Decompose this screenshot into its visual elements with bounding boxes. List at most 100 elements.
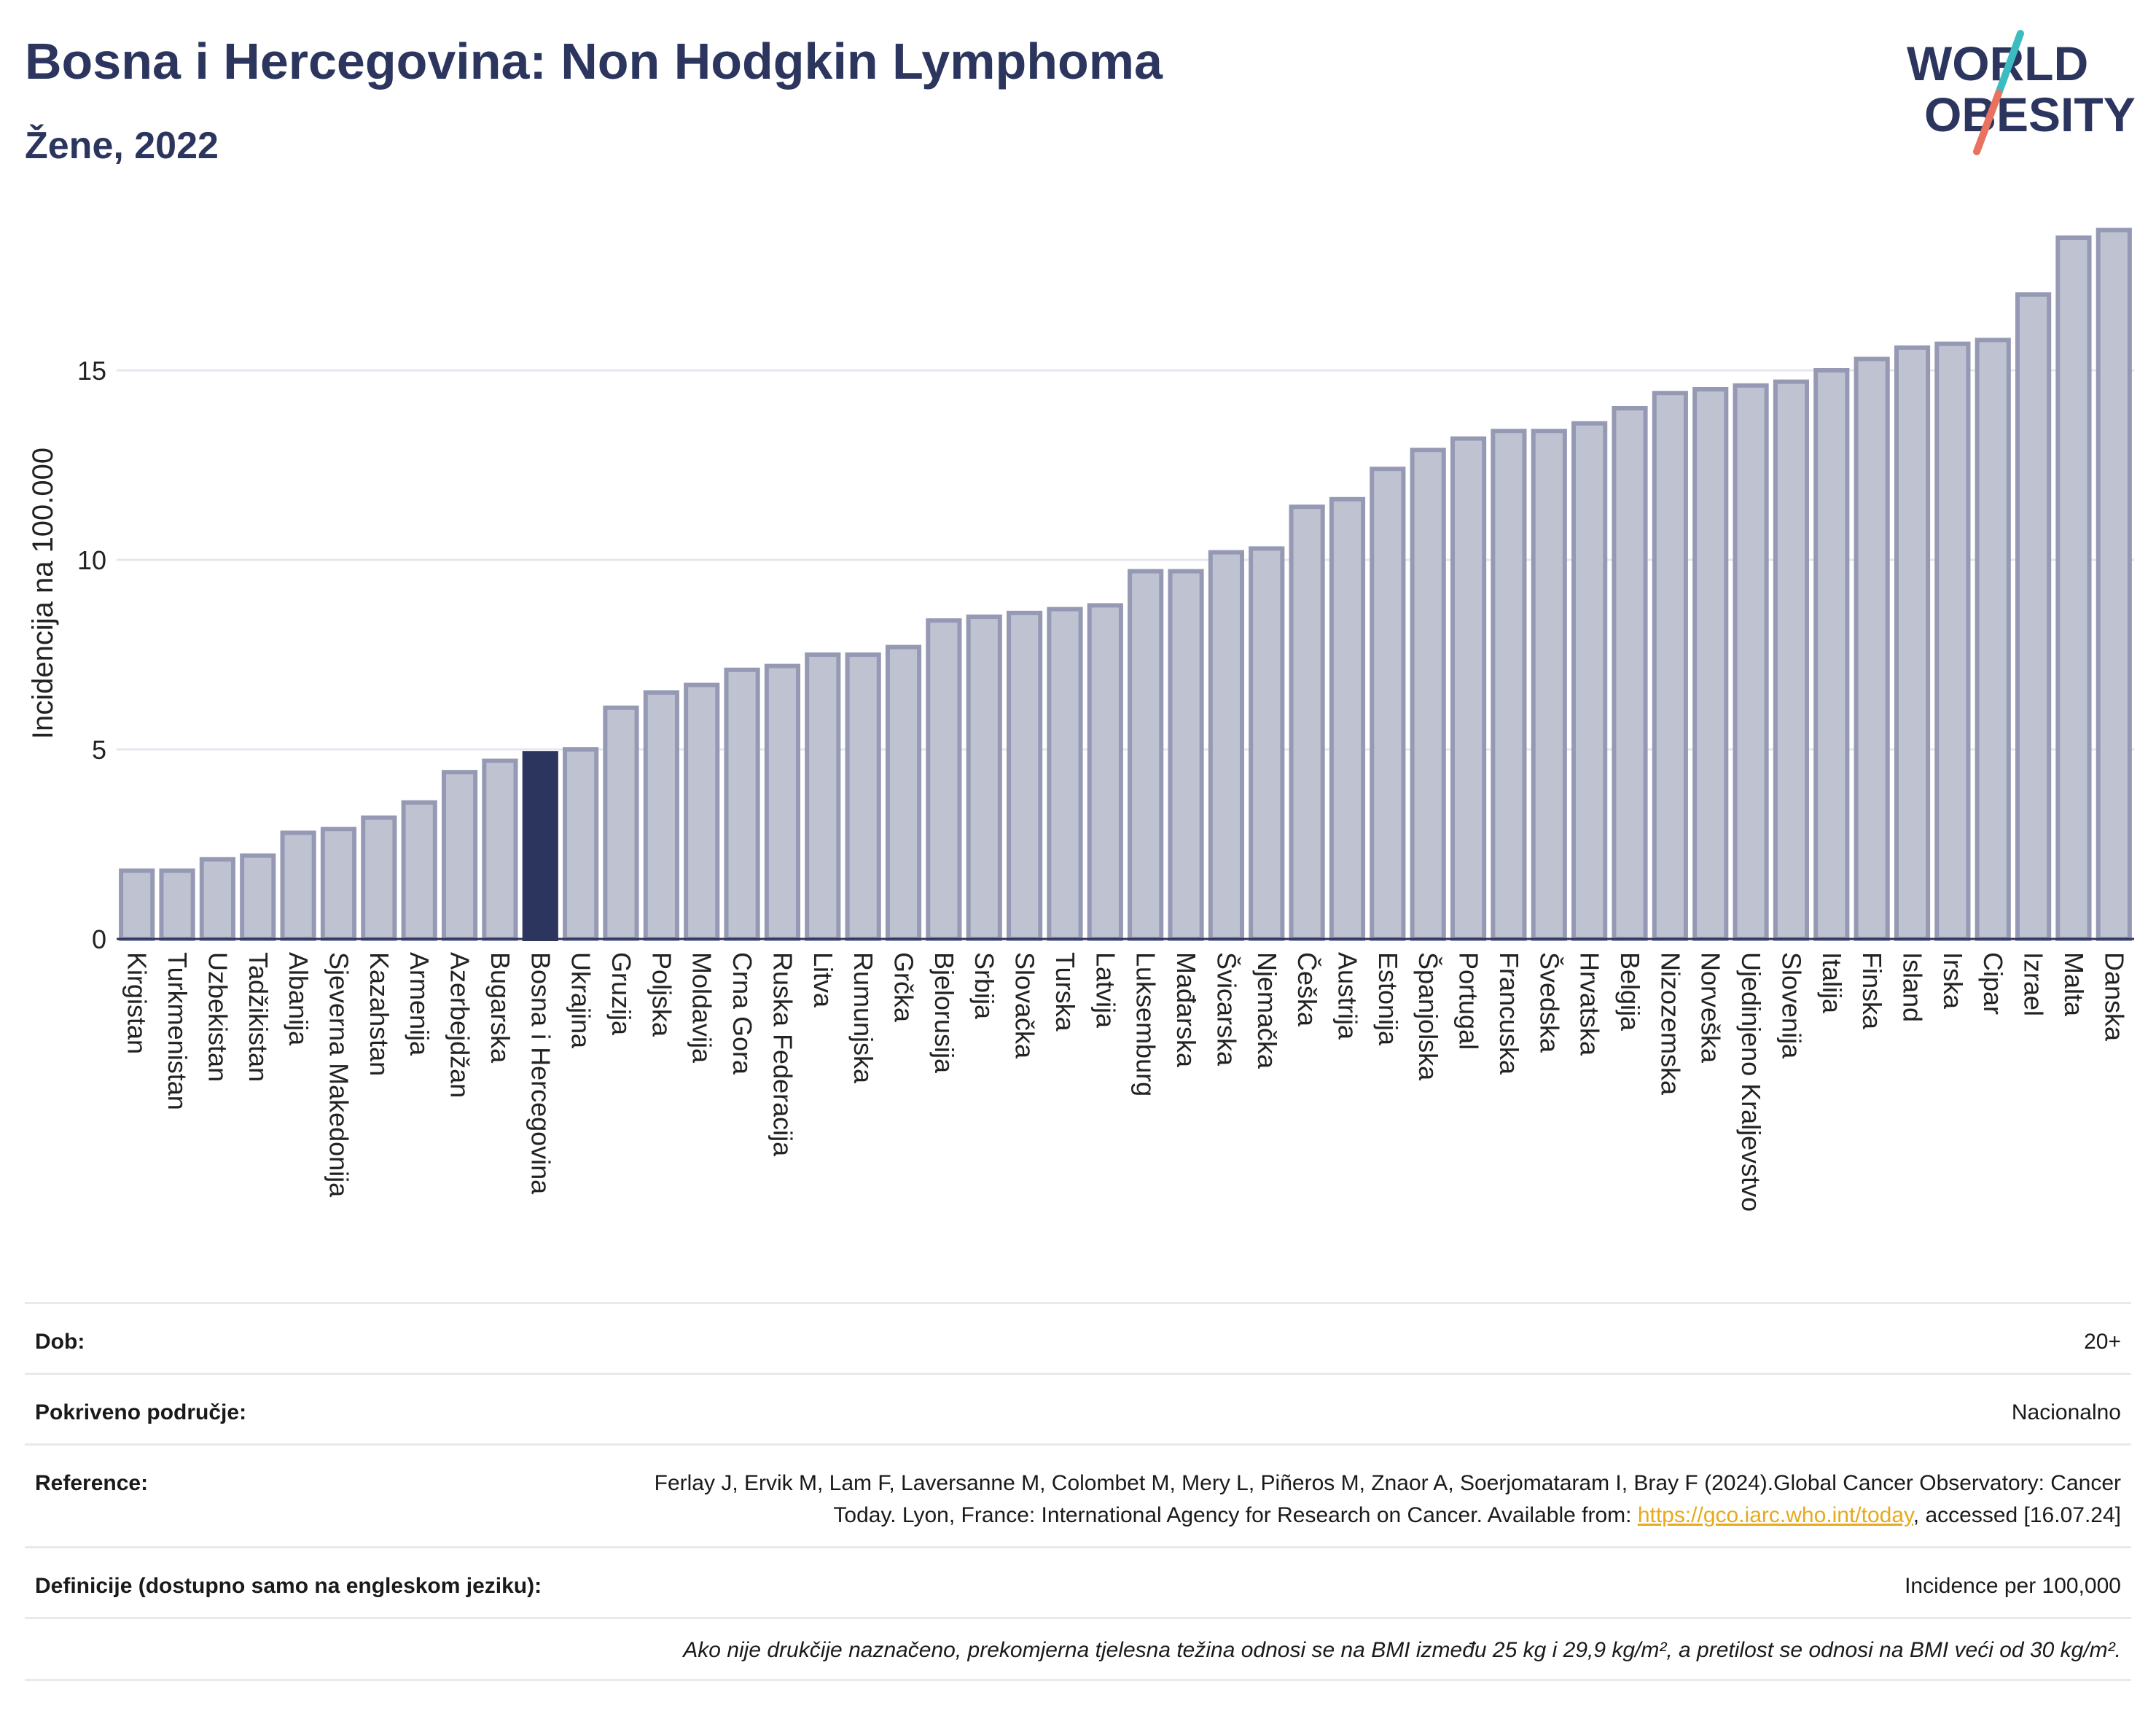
x-tick-label: Uzbekistan xyxy=(203,952,233,1082)
bar xyxy=(159,868,195,942)
x-tick-label: Nizozemska xyxy=(1655,952,1685,1096)
metadata-table: Dob: 20+ Pokriveno područje: Nacionalno … xyxy=(25,1302,2131,1681)
bar xyxy=(603,705,639,941)
bar xyxy=(361,815,397,941)
meta-row-age: Dob: 20+ xyxy=(25,1302,2131,1373)
x-tick-label: Slovačka xyxy=(1010,952,1040,1059)
bar xyxy=(885,644,922,941)
x-tick-label: Cipar xyxy=(1978,952,2008,1015)
x-tick-label: Njemačka xyxy=(1252,952,1282,1069)
bar xyxy=(1329,496,1366,941)
bar xyxy=(1894,345,1931,941)
x-tick-label: Sjeverna Makedonija xyxy=(324,952,354,1198)
bar xyxy=(2015,292,2052,941)
page-title: Bosna i Hercegovina: Non Hodgkin Lymphom… xyxy=(25,33,1163,90)
logo-text-obesity: OBESITY xyxy=(1924,87,2136,141)
bar xyxy=(724,667,760,941)
bar xyxy=(805,652,841,941)
bar xyxy=(1128,569,1164,941)
x-tick-label: Luksemburg xyxy=(1131,952,1161,1096)
bar xyxy=(2096,227,2132,942)
coverage-value: Nacionalno xyxy=(2011,1400,2121,1424)
x-tick-label: Izrael xyxy=(2019,952,2049,1016)
x-tick-label: Portugal xyxy=(1454,952,1484,1050)
bar xyxy=(1813,368,1850,941)
x-tick-label: Island xyxy=(1898,952,1928,1022)
bar xyxy=(199,857,235,942)
x-tick-label: Švedska xyxy=(1534,952,1564,1053)
logo-text-world: WORLD xyxy=(1907,36,2088,90)
bar xyxy=(1087,603,1123,942)
x-tick-label: Turska xyxy=(1050,952,1080,1032)
bar xyxy=(1168,569,1204,941)
y-tick-label: 5 xyxy=(92,735,106,765)
bar xyxy=(1934,341,1971,942)
x-tick-label: Španjolska xyxy=(1413,952,1443,1081)
world-obesity-logo: WORLD OBESITY xyxy=(1907,30,2136,155)
bar xyxy=(1571,421,1608,941)
bar xyxy=(966,615,1002,941)
bar xyxy=(482,758,518,941)
x-tick-label: Češka xyxy=(1292,952,1322,1027)
bar xyxy=(1773,379,1810,941)
x-tick-label: Mađarska xyxy=(1171,952,1201,1068)
x-tick-label: Albanija xyxy=(284,952,313,1046)
x-tick-label: Gruzija xyxy=(606,952,636,1036)
bar xyxy=(441,770,478,941)
logo-slash-teal xyxy=(1995,30,2024,97)
reference-label: Reference: xyxy=(35,1471,149,1495)
bar xyxy=(1208,550,1244,941)
bar-chart: 0 5 10 15 Incidencija na 100.000 Kirgistan Tur… xyxy=(27,227,2134,1212)
bar xyxy=(643,690,679,941)
bar xyxy=(1007,610,1043,941)
bar xyxy=(1249,546,1285,941)
x-tick-label: Hrvatska xyxy=(1575,952,1605,1056)
age-label: Dob: xyxy=(35,1330,85,1354)
bar xyxy=(764,663,801,941)
bar xyxy=(1612,406,1648,941)
bar xyxy=(1289,504,1325,941)
x-tick-label: Latvija xyxy=(1090,952,1120,1029)
x-tick-label: Kazahstan xyxy=(364,952,394,1076)
x-tick-label: Azerbejdžan xyxy=(445,952,475,1098)
x-tick-label: Kirgistan xyxy=(122,952,152,1054)
logo-slash-coral xyxy=(1973,90,2002,155)
bar xyxy=(926,618,962,941)
x-tick-label: Crna Gora xyxy=(727,952,757,1075)
x-tick-label: Poljska xyxy=(647,952,676,1037)
meta-row-coverage: Pokriveno područje: Nacionalno xyxy=(25,1373,2131,1443)
x-tick-label: Turkmenistan xyxy=(163,952,192,1110)
bar xyxy=(240,853,276,941)
bar xyxy=(522,751,558,941)
y-tick-label: 10 xyxy=(77,545,106,575)
x-tick-label: Grčka xyxy=(889,952,919,1023)
x-tick-label: Slovenija xyxy=(1776,952,1806,1059)
bar xyxy=(563,747,599,941)
meta-row-reference: Reference: Ferlay J, Ervik M, Lam F, Lav… xyxy=(25,1443,2131,1546)
bar xyxy=(280,830,316,942)
definitions-label: Definicije (dostupno samo na engleskom j… xyxy=(35,1574,542,1598)
bar xyxy=(320,827,357,941)
reference-value: Ferlay J, Ervik M, Lam F, Laversanne M, … xyxy=(590,1467,2121,1532)
bar xyxy=(1450,436,1487,941)
x-tick-label: Danska xyxy=(2099,952,2129,1042)
x-tick-label: Moldavija xyxy=(687,952,717,1064)
bar xyxy=(1975,338,2011,941)
bar xyxy=(845,652,881,941)
bar xyxy=(1733,383,1769,941)
x-tick-label: Rumunjska xyxy=(848,952,878,1084)
x-tick-label: Bjelorusija xyxy=(929,952,959,1074)
bmi-note: Ako nije drukčije naznačeno, prekomjerna… xyxy=(25,1617,2131,1681)
reference-link[interactable]: https://gco.iarc.who.int/today xyxy=(1637,1503,1913,1527)
x-tick-label: Švicarska xyxy=(1211,952,1241,1067)
x-tick-label: Ujedinjeno Kraljevstvo xyxy=(1736,952,1766,1212)
x-tick-label: Francuska xyxy=(1494,952,1524,1075)
meta-row-definitions: Definicije (dostupno samo na engleskom j… xyxy=(25,1546,2131,1617)
age-value: 20+ xyxy=(2084,1330,2121,1354)
bar xyxy=(1047,607,1083,941)
bar xyxy=(1854,356,1890,941)
bar xyxy=(401,800,437,942)
definitions-value: Incidence per 100,000 xyxy=(1905,1574,2121,1598)
y-tick-label: 15 xyxy=(77,356,106,386)
reference-accessed: , accessed [16.07.24] xyxy=(1913,1503,2121,1527)
